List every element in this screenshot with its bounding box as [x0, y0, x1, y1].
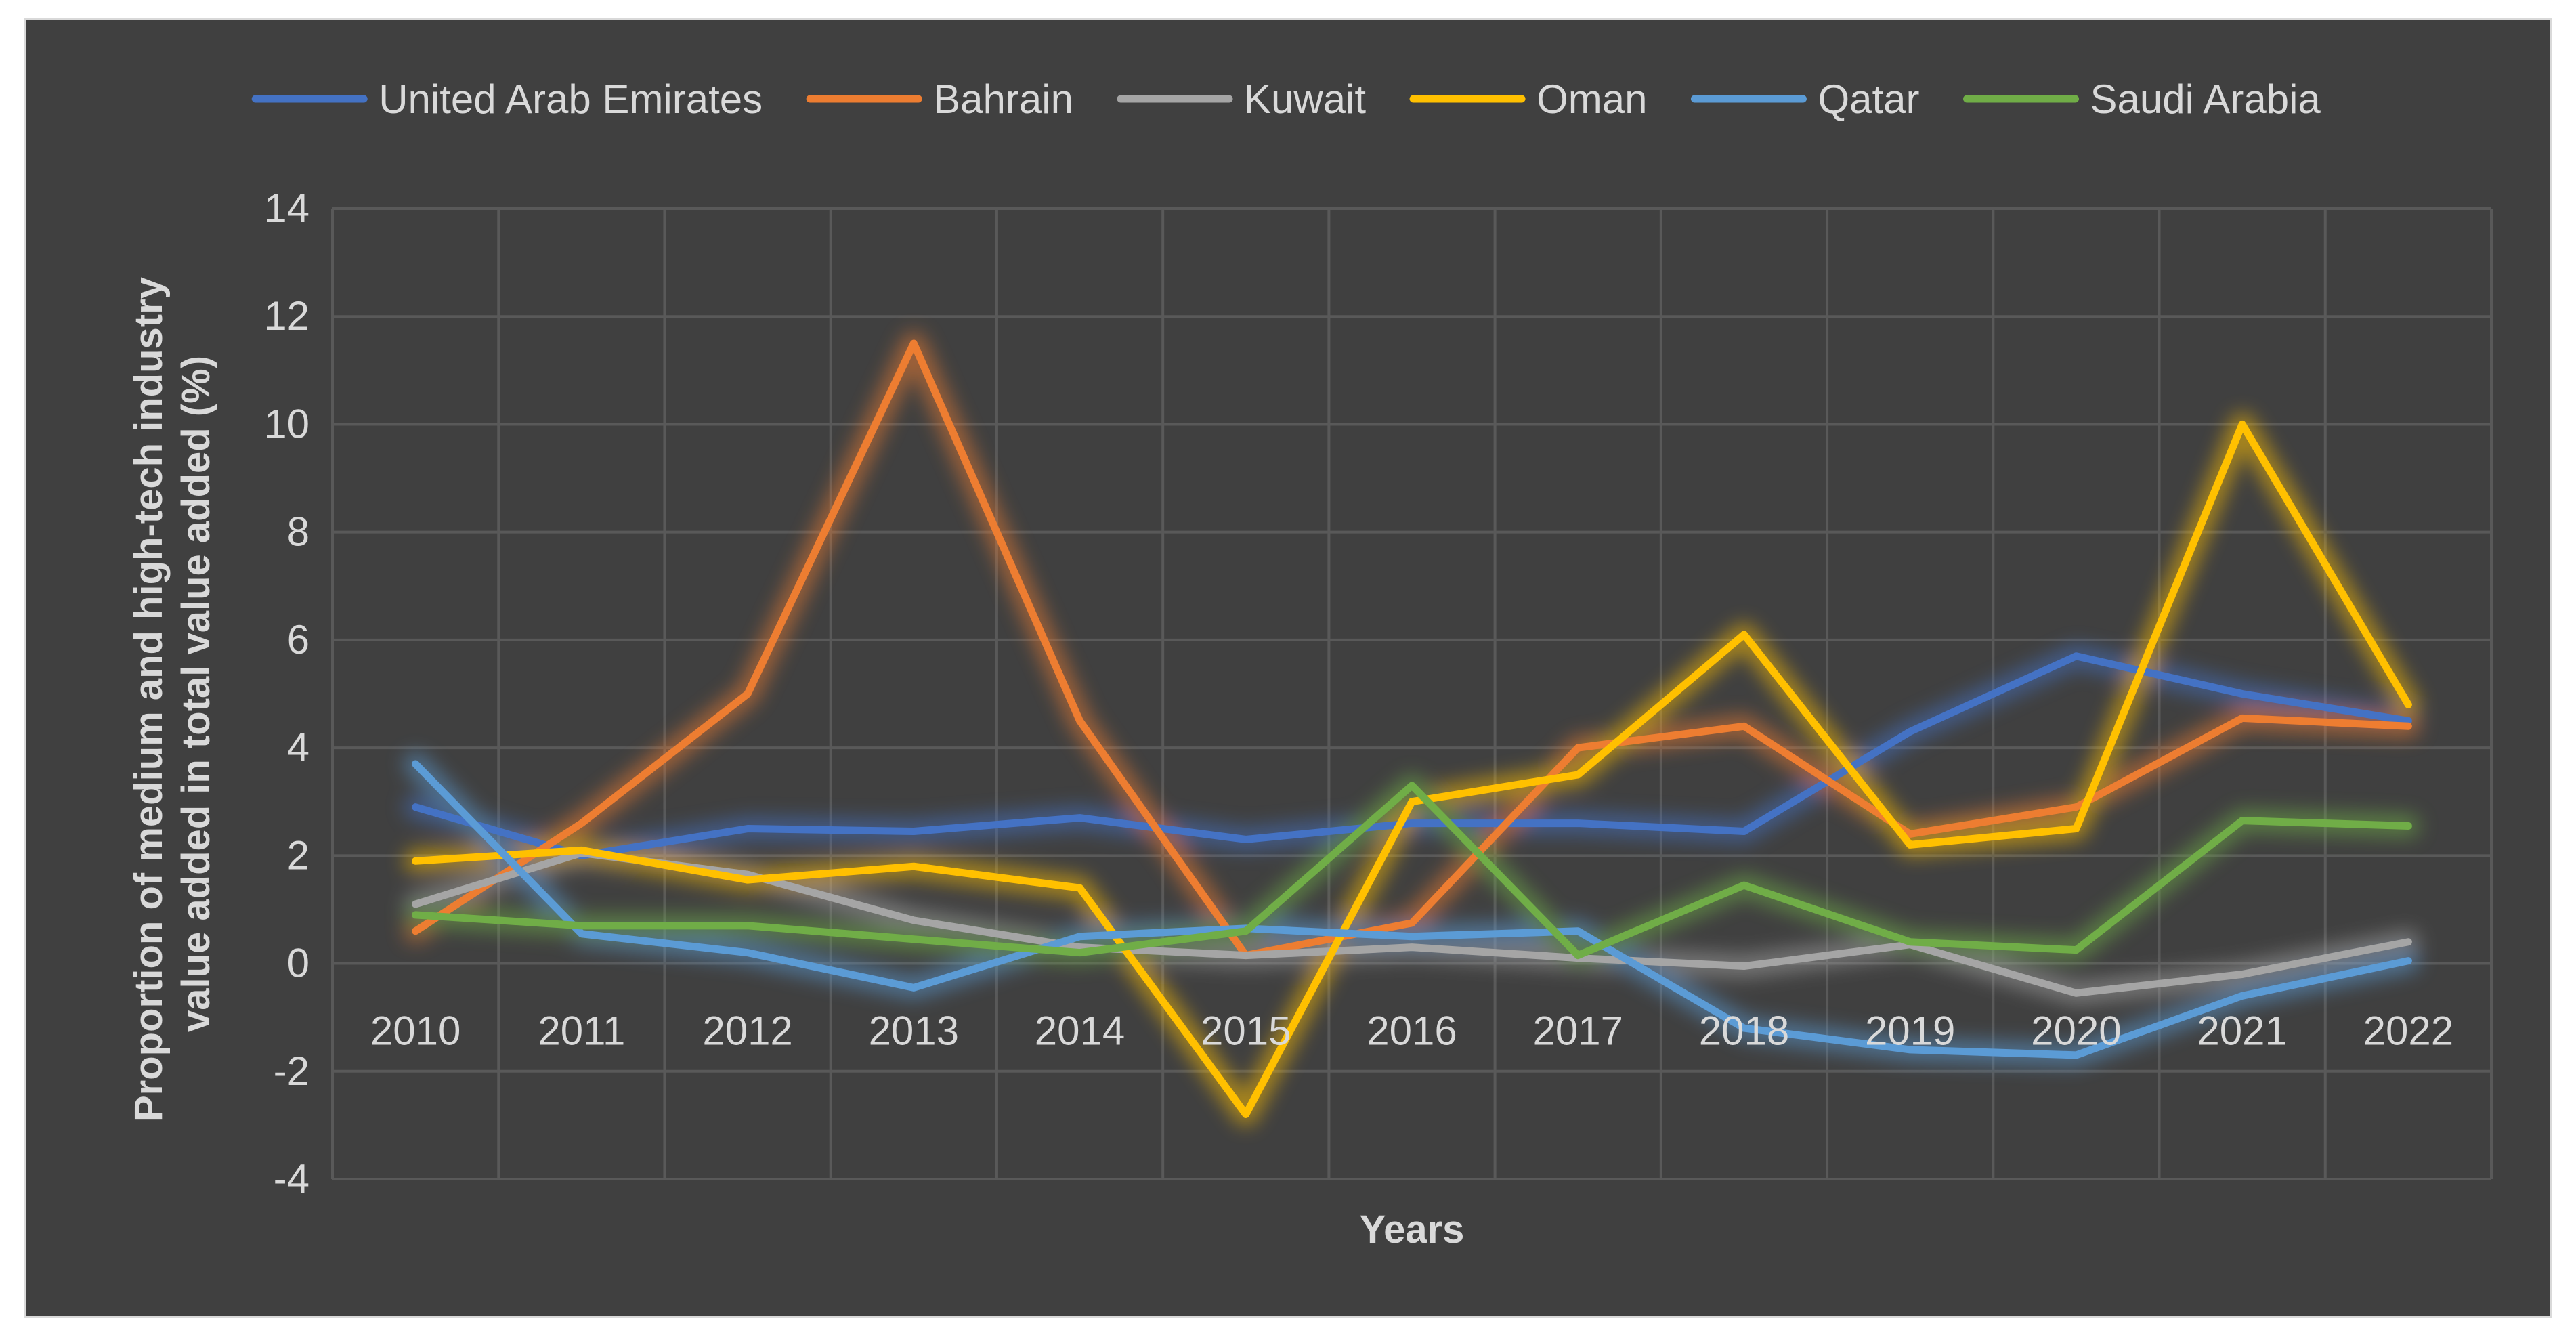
- x-tick-label: 2010: [370, 1008, 460, 1054]
- y-tick-label: 0: [287, 941, 309, 986]
- y-tick-label: 4: [287, 725, 309, 770]
- y-tick-label: 2: [287, 832, 309, 878]
- legend-item-0: United Arab Emirates: [251, 77, 763, 122]
- legend: United Arab Emirates Bahrain Kuwait Oman Qat…: [251, 77, 2321, 122]
- y-axis-title-line-1: Proportion of medium and high-tech indus…: [127, 277, 171, 1122]
- legend-item-2: Kuwait: [1117, 77, 1366, 122]
- x-tick-label: 2017: [1532, 1008, 1623, 1054]
- y-tick-label: 8: [287, 509, 309, 555]
- legend-item-5: Saudi Arabia: [1963, 77, 2321, 122]
- x-tick-label: 2013: [869, 1008, 959, 1054]
- x-tick-label: 2018: [1699, 1008, 1789, 1054]
- legend-label: Bahrain: [933, 77, 1073, 122]
- x-tick-label: 2011: [538, 1008, 625, 1054]
- x-tick-label: 2016: [1367, 1008, 1457, 1054]
- legend-item-1: Bahrain: [806, 77, 1073, 122]
- x-tick-label: 2014: [1035, 1008, 1125, 1054]
- x-axis-title: Years: [1360, 1208, 1465, 1252]
- series-line-1: [412, 339, 2412, 960]
- series-glow: [404, 332, 2420, 1126]
- x-tick-label: 2019: [1865, 1008, 1955, 1054]
- y-tick-label: -4: [274, 1156, 309, 1201]
- series-line-0: [412, 652, 2412, 859]
- y-tick-label: -2: [274, 1048, 309, 1094]
- legend-label: Qatar: [1818, 77, 1919, 122]
- legend-label: United Arab Emirates: [379, 77, 763, 122]
- y-tick-label: 10: [264, 401, 309, 446]
- series-line-2: [412, 849, 2412, 997]
- y-axis-title-line-2: value added in total value added (%): [174, 356, 218, 1032]
- legend-label: Oman: [1537, 77, 1647, 122]
- x-tick-label: 2022: [2363, 1008, 2453, 1054]
- legend-item-3: Oman: [1409, 77, 1647, 122]
- x-tick-label: 2021: [2197, 1008, 2287, 1054]
- chart-area: 2010 2011 2012 2013 2014 2015 2016 2017 2018 2019…: [24, 18, 2552, 1318]
- series-line-4: [412, 760, 2412, 1059]
- x-tick-label: 2015: [1201, 1008, 1291, 1054]
- y-axis-title: Proportion of medium and high-tech indus…: [127, 266, 218, 1122]
- y-tick-label: 6: [287, 617, 309, 662]
- legend-label: Saudi Arabia: [2090, 77, 2321, 122]
- legend-label: Kuwait: [1244, 77, 1366, 122]
- series-line-3: [412, 420, 2412, 1118]
- y-axis-ticks: -4 -2 0 2 4 6 8 10 12 14: [264, 186, 309, 1201]
- x-axis-ticks: 2010 2011 2012 2013 2014 2015 2016 2017 2018 2019…: [370, 1008, 2453, 1054]
- series-lines: [412, 339, 2412, 1118]
- series-line-5: [412, 782, 2412, 960]
- x-tick-label: 2012: [702, 1008, 792, 1054]
- x-tick-label: 2020: [2031, 1008, 2121, 1054]
- y-tick-label: 14: [264, 186, 309, 231]
- line-chart: 2010 2011 2012 2013 2014 2015 2016 2017 2018 2019…: [127, 77, 2493, 1252]
- y-tick-label: 12: [264, 293, 309, 339]
- legend-item-4: Qatar: [1690, 77, 1920, 122]
